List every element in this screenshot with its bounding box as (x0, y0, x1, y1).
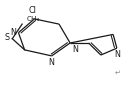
Text: ↵: ↵ (115, 70, 121, 76)
Text: S: S (5, 33, 10, 42)
Text: CH₃: CH₃ (26, 16, 40, 22)
Text: N: N (49, 58, 55, 68)
Text: N: N (73, 45, 78, 54)
Text: N: N (10, 28, 16, 37)
Text: N: N (114, 50, 120, 59)
Text: Cl: Cl (28, 6, 36, 15)
